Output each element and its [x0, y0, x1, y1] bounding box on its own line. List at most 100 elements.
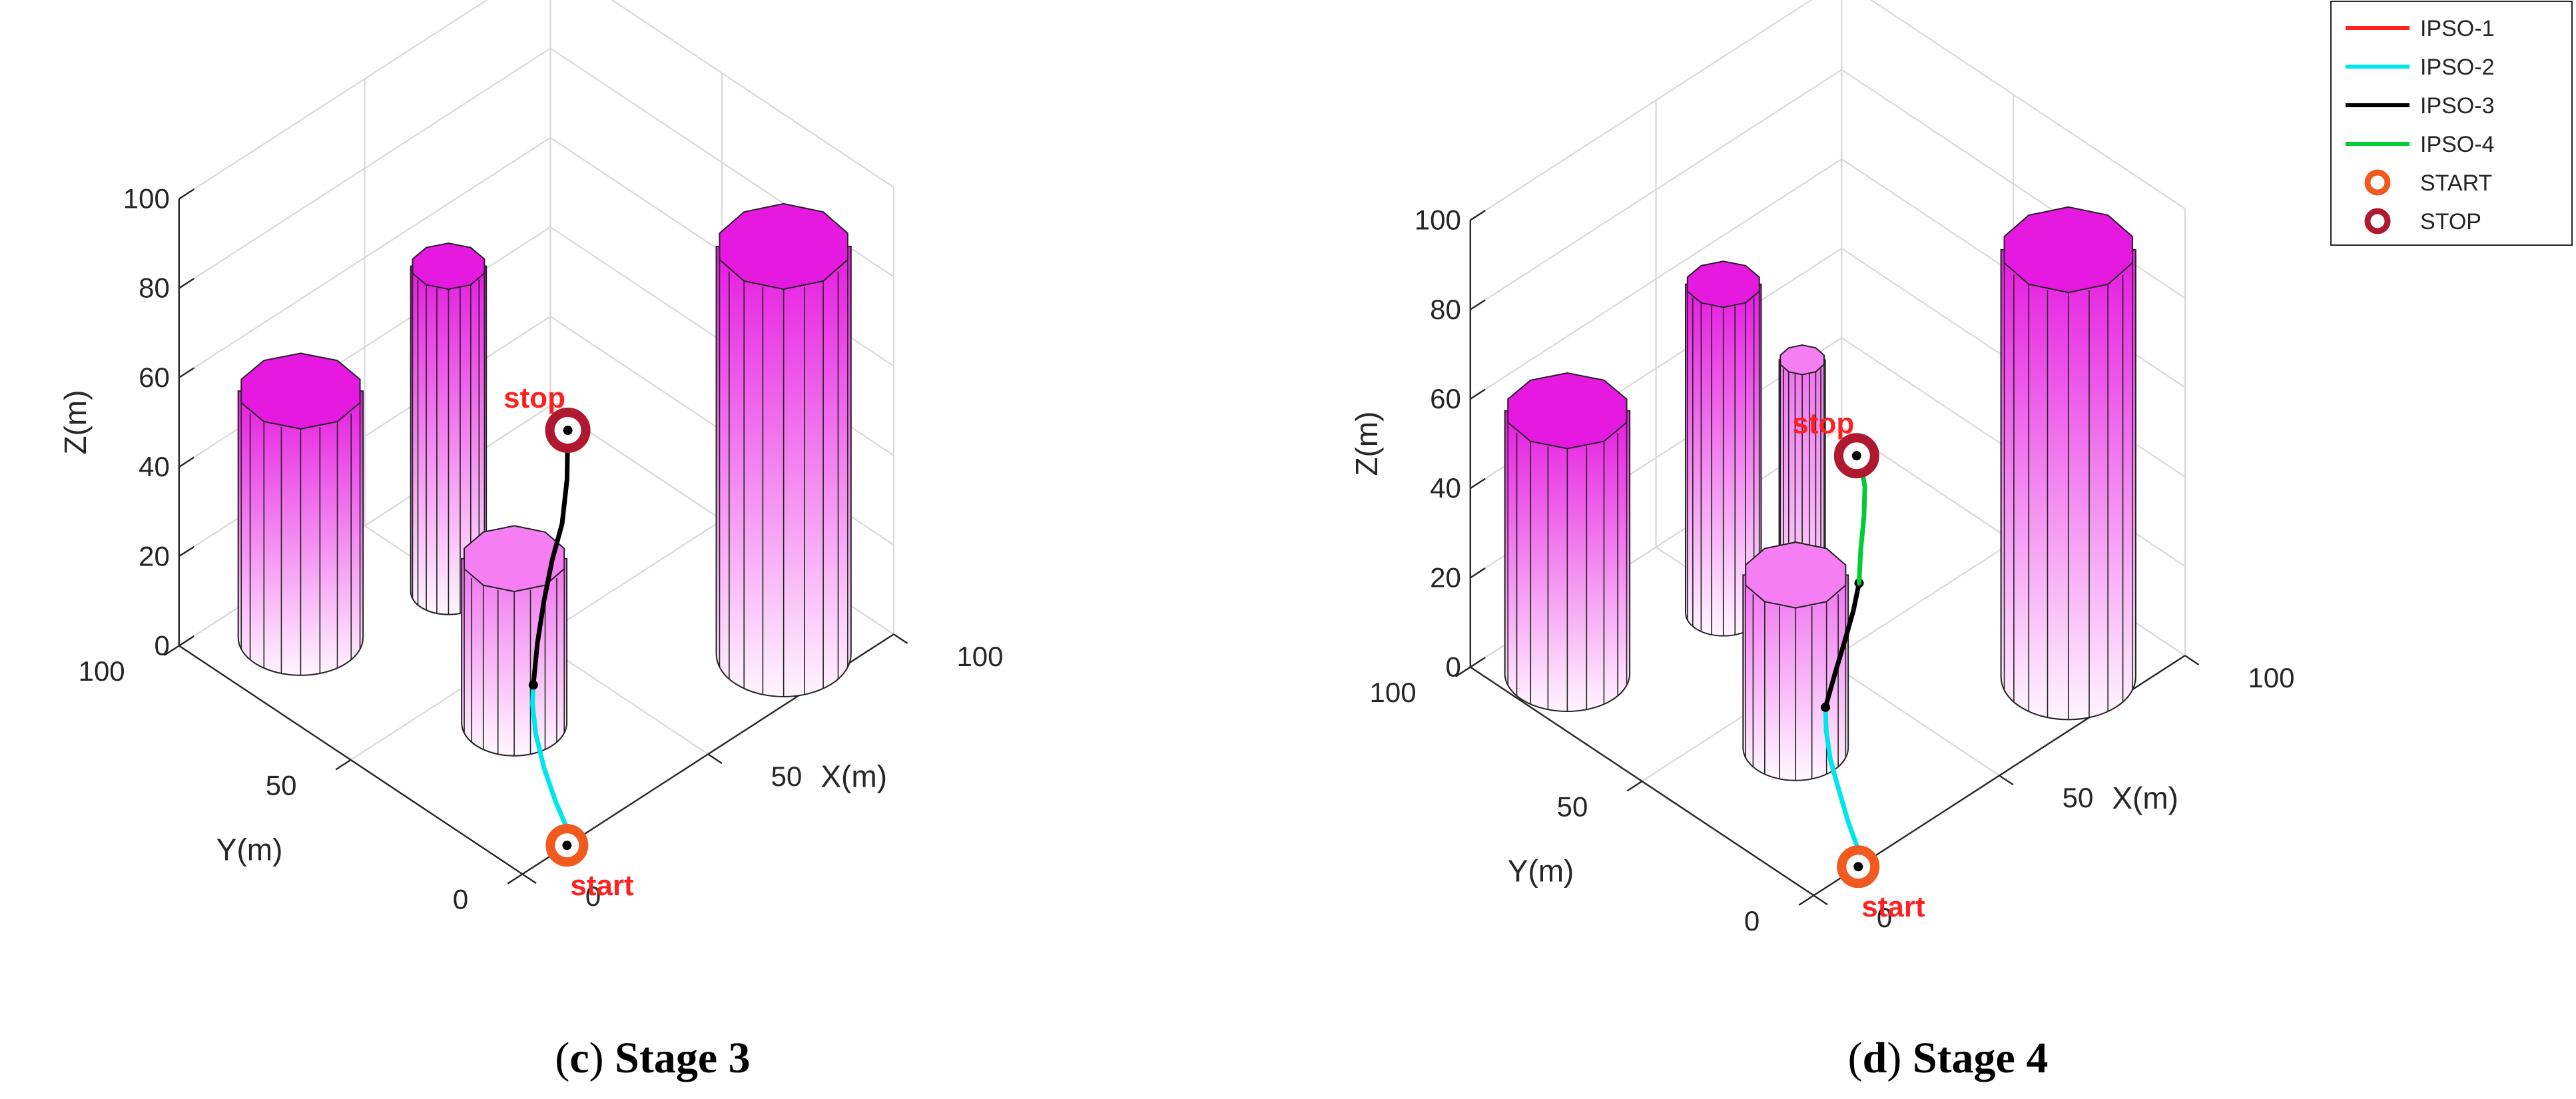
axes-box: 0 50 100 0 50 100 0 20 40 60 80 100 X(m) Y(m) Z(m) [58, 0, 1004, 915]
cylinder-top [412, 242, 485, 290]
obstacle-cylinder [1504, 372, 1631, 713]
legend-label: IPSO-3 [2420, 93, 2494, 119]
legend-item-start: START [2364, 169, 2492, 196]
obstacle-cylinder [1684, 260, 1762, 637]
caption-stage-4: (d) Stage 4 [1848, 1034, 2049, 1082]
x-tick-mark [2184, 655, 2200, 665]
z-tick-mark [178, 635, 194, 647]
x-tick-label: 0 [1877, 902, 1892, 933]
cylinder-top [1745, 542, 1847, 609]
z-tick-label: 60 [1430, 383, 1461, 414]
z-tick-label: 80 [139, 272, 170, 304]
z-tick-label: 20 [139, 540, 170, 571]
grid-line-z [178, 0, 894, 200]
y-tick-mark [507, 873, 523, 885]
legend-item-ipso-2: IPSO-2 [2346, 55, 2494, 80]
caption-stage-3: (c) Stage 3 [555, 1034, 750, 1082]
stop-marker-dot [563, 426, 573, 436]
legend-item-ipso-1: IPSO-1 [2346, 16, 2494, 41]
z-tick-mark [1470, 567, 1486, 579]
caption-letter: d [1863, 1034, 1887, 1082]
y-tick-mark [1626, 780, 1643, 792]
y-axis-label: Y(m) [216, 833, 283, 867]
cylinder-top [1686, 260, 1760, 308]
x-axis-label: X(m) [2112, 781, 2178, 815]
z-tick-mark [1470, 299, 1486, 310]
legend-item-ipso-3: IPSO-3 [2346, 93, 2494, 119]
z-axis-label: Z(m) [1349, 412, 1384, 476]
legend-item-ipso-4: IPSO-4 [2346, 132, 2494, 157]
legend-swatch-ring [2364, 169, 2391, 196]
y-tick-label: 100 [1370, 677, 1417, 708]
obstacle-cylinder [1742, 542, 1849, 781]
obstacles [237, 202, 852, 757]
chart-panel-stage-4: 0 50 100 0 50 100 0 20 40 60 80 100 X(m) Y(m) Z(m) star… [1349, 0, 2294, 936]
x-axis-label: X(m) [820, 759, 887, 794]
caption-text: Stage 4 [1913, 1034, 2048, 1082]
grid-line-z [1470, 0, 2186, 221]
legend-label: STOP [2420, 209, 2481, 234]
y-tick-label: 0 [453, 884, 468, 915]
start-label: start [570, 869, 634, 902]
y-tick-label: 0 [1744, 905, 1760, 936]
y-tick-label: 100 [79, 655, 125, 687]
z-tick-mark [178, 278, 194, 289]
series-line-ipso-3 [1823, 580, 1861, 710]
z-tick-label: 40 [139, 451, 170, 482]
legend-label: IPSO-4 [2420, 132, 2494, 157]
x-tick-mark [893, 633, 908, 644]
x-tick-mark [1999, 775, 2014, 786]
legend-item-stop: STOP [2364, 208, 2481, 234]
y-axis-label: Y(m) [1508, 854, 1574, 889]
caption-letter: c [569, 1034, 589, 1082]
cylinder-top [2003, 206, 2133, 294]
x-tick-label: 50 [2063, 782, 2094, 813]
obstacle-cylinder [715, 202, 852, 697]
stop-label: stop [1792, 407, 1854, 440]
z-tick-label: 80 [1430, 294, 1461, 325]
cylinder-top [719, 202, 848, 290]
legend-label: IPSO-1 [2420, 16, 2494, 41]
z-tick-mark [178, 367, 194, 378]
stop-marker-dot [1851, 451, 1861, 461]
legend-label: IPSO-2 [2420, 55, 2494, 80]
x-tick-label: 100 [2248, 662, 2294, 693]
z-tick-mark [178, 546, 194, 557]
x-tick-mark [1813, 895, 1828, 906]
start-marker-dot [562, 841, 572, 851]
x-tick-mark [521, 873, 537, 885]
legend-label: START [2420, 171, 2492, 196]
cylinder-top [1507, 372, 1628, 450]
obstacle-cylinder [2000, 206, 2136, 721]
x-tick-label: 0 [585, 881, 601, 912]
z-tick-label: 0 [1445, 651, 1460, 683]
z-tick-label: 60 [139, 362, 170, 393]
x-tick-mark [707, 753, 723, 764]
series-line-ipso-3 [531, 428, 571, 687]
start-label: start [1861, 891, 1925, 923]
x-tick-label: 50 [771, 761, 803, 792]
z-tick-label: 0 [155, 629, 170, 661]
path-series: start stop [503, 382, 634, 902]
y-tick-mark [335, 759, 352, 771]
z-tick-label: 100 [123, 183, 170, 214]
cylinder-top [464, 525, 565, 593]
z-tick-label: 20 [1430, 561, 1461, 593]
obstacles [1504, 206, 2136, 781]
obstacle-cylinder [461, 525, 568, 757]
z-tick-mark [178, 188, 194, 200]
z-tick-mark [178, 456, 194, 468]
z-tick-mark [1470, 210, 1486, 221]
y-tick-label: 50 [266, 769, 297, 801]
y-tick-mark [1454, 666, 1471, 677]
stop-label: stop [503, 382, 565, 414]
z-tick-mark [1470, 478, 1486, 490]
series-line-ipso-2 [530, 682, 570, 831]
z-tick-label: 40 [1430, 472, 1461, 504]
y-axis-line [178, 645, 523, 875]
path-series: start stop [1792, 407, 1925, 923]
chart-panel-stage-3: 0 50 100 0 50 100 0 20 40 60 80 100 X(m) Y(m) Z(m) star… [58, 0, 1004, 915]
z-tick-mark [1470, 388, 1486, 400]
x-tick-label: 100 [956, 641, 1003, 672]
start-marker-dot [1853, 862, 1863, 872]
